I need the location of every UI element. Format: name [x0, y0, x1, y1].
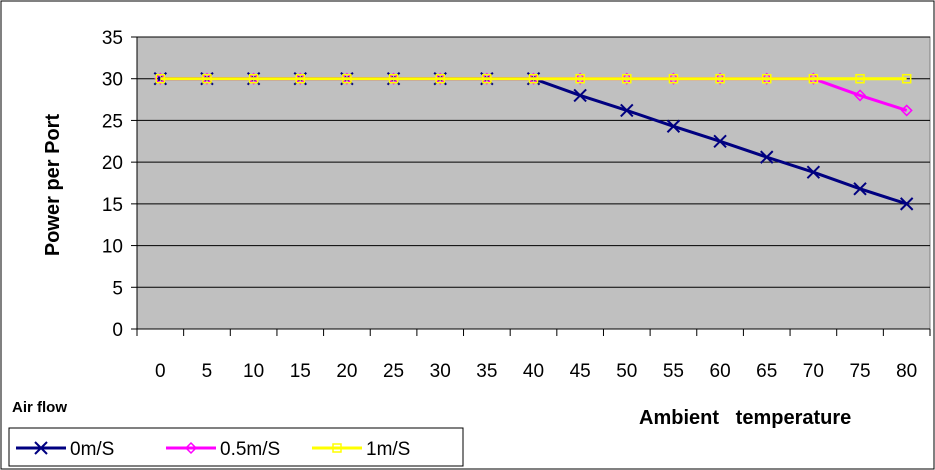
marker-square	[202, 73, 212, 84]
marker-square	[528, 73, 539, 84]
marker-stroke	[853, 182, 867, 196]
marker-x	[34, 441, 48, 455]
marker-square	[295, 73, 306, 84]
legend: 0m/S 0.5m/S 1m/S	[8, 427, 464, 467]
x-tick-label: 25	[383, 361, 404, 382]
plot-background	[136, 36, 931, 330]
x-tick-label: 45	[570, 361, 591, 382]
marker-x	[853, 182, 867, 196]
x-tick-label: 10	[243, 361, 264, 382]
marker-x	[573, 88, 587, 103]
series-layer	[153, 72, 914, 211]
x-tick-label: 35	[476, 361, 497, 382]
marker-x	[806, 165, 821, 179]
y-tick-label: 10	[102, 237, 123, 258]
marker-x	[713, 134, 727, 148]
legend-label: 0m/S	[70, 439, 114, 460]
marker-x	[899, 197, 914, 211]
tick-labels: 0 5 10 15 20 25 30 35 0 5 10 15 20 25 30 35 40 45 50 55 60 65…	[102, 28, 917, 382]
x-tick-label: 55	[663, 361, 684, 382]
legend-item-2: 1m/S	[312, 439, 410, 460]
x-tick-label: 70	[803, 361, 824, 382]
marker-square	[482, 73, 492, 84]
marker-stroke	[899, 197, 914, 211]
x-tick-label: 30	[430, 361, 451, 382]
y-tick-label: 20	[102, 153, 123, 174]
y-tick-label: 15	[102, 195, 123, 216]
plot-area	[131, 36, 931, 336]
y-tick-label: 35	[102, 28, 123, 49]
legend-item-0: 0m/S	[16, 439, 114, 460]
marker-x	[620, 103, 634, 118]
x-tick-label: 5	[202, 361, 213, 382]
marker-diamond	[184, 441, 198, 455]
legend-label: 1m/S	[366, 439, 410, 460]
legend-box	[8, 427, 464, 467]
x-tick-label: 40	[523, 361, 544, 382]
marker-stroke	[713, 134, 727, 148]
marker-square	[668, 73, 679, 84]
marker-square	[715, 73, 725, 84]
marker-square	[342, 73, 352, 84]
x-tick-label: 60	[710, 361, 731, 382]
y-tick-label: 5	[112, 278, 123, 299]
x-tick-label: 50	[616, 361, 637, 382]
marker-stroke	[573, 88, 587, 103]
marker-stroke	[666, 119, 681, 133]
marker-stroke	[620, 103, 634, 118]
marker-square	[901, 73, 912, 84]
marker-square	[388, 73, 399, 84]
x-tick-label: 80	[896, 361, 917, 382]
marker-diamond	[853, 89, 867, 102]
x-tick-label: 15	[290, 361, 311, 382]
y-tick-label: 25	[102, 111, 123, 132]
marker-square	[248, 73, 259, 84]
marker-square	[761, 73, 772, 84]
y-tick-label: 0	[112, 320, 123, 341]
marker-square	[575, 73, 585, 84]
marker-square	[808, 73, 819, 84]
y-tick-label: 30	[102, 70, 123, 91]
marker-square	[435, 73, 445, 84]
marker-x	[666, 119, 681, 133]
legend-item-1: 0.5m/S	[166, 439, 280, 460]
marker-stroke	[34, 441, 48, 455]
y-axis-title: Power per Port	[42, 114, 64, 257]
x-tick-label: 20	[336, 361, 357, 382]
marker-square	[155, 73, 166, 84]
marker-stroke	[806, 165, 821, 179]
marker-square	[622, 73, 632, 84]
marker-square	[332, 443, 342, 453]
marker-diamond	[900, 104, 913, 117]
x-tick-label: 75	[849, 361, 870, 382]
marker-square	[855, 73, 865, 84]
x-axis-title: Ambient temperature	[639, 407, 851, 429]
x-tick-label: 65	[756, 361, 777, 382]
x-tick-label: 0	[155, 361, 166, 382]
legend-label: 0.5m/S	[220, 439, 280, 460]
legend-title: Air flow	[12, 399, 67, 416]
series-2	[155, 73, 912, 84]
marker-x	[760, 150, 774, 164]
marker-stroke	[760, 150, 774, 164]
